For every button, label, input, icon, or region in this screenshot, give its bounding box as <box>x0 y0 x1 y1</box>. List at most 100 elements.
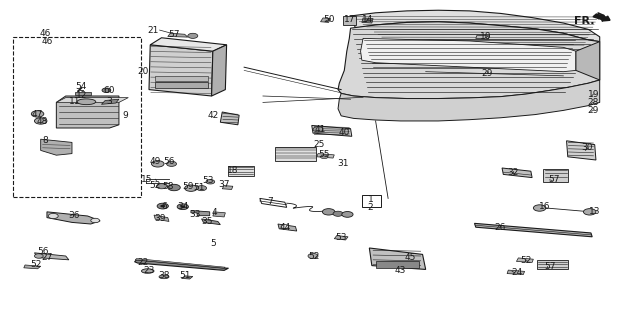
Text: 38: 38 <box>158 271 170 280</box>
Text: 45: 45 <box>404 253 416 262</box>
Text: 1: 1 <box>367 195 374 204</box>
Polygon shape <box>182 276 193 279</box>
Polygon shape <box>361 38 576 72</box>
Text: 58: 58 <box>162 182 173 191</box>
Text: 3: 3 <box>106 97 113 106</box>
Polygon shape <box>351 10 600 42</box>
Text: 54: 54 <box>76 82 87 91</box>
Text: 52: 52 <box>150 181 161 190</box>
Polygon shape <box>154 215 169 221</box>
Circle shape <box>151 161 164 167</box>
Polygon shape <box>502 168 532 178</box>
Polygon shape <box>475 223 592 237</box>
Text: 26: 26 <box>494 223 505 232</box>
Text: 49: 49 <box>150 157 161 166</box>
Polygon shape <box>321 18 331 22</box>
Text: 15: 15 <box>141 175 153 184</box>
Text: 16: 16 <box>539 202 550 211</box>
Text: 46: 46 <box>39 29 51 38</box>
Circle shape <box>188 33 198 38</box>
Text: 52: 52 <box>520 256 531 265</box>
Text: 6: 6 <box>161 202 167 211</box>
Text: 23: 23 <box>143 266 155 275</box>
Circle shape <box>34 118 47 124</box>
Text: 46: 46 <box>41 37 53 46</box>
Polygon shape <box>476 35 490 39</box>
Text: 12: 12 <box>76 92 87 100</box>
Text: 43: 43 <box>395 266 406 275</box>
Polygon shape <box>278 224 297 231</box>
Circle shape <box>533 205 546 211</box>
Bar <box>275 147 316 161</box>
Circle shape <box>156 184 167 189</box>
Text: 48: 48 <box>37 117 48 126</box>
Circle shape <box>34 254 43 258</box>
Bar <box>537 260 568 269</box>
Text: 29: 29 <box>588 106 599 115</box>
Text: 4: 4 <box>212 208 217 217</box>
Circle shape <box>167 161 177 166</box>
FancyArrow shape <box>593 14 610 21</box>
Text: 21: 21 <box>148 26 159 35</box>
Text: 40: 40 <box>339 128 350 137</box>
Text: 24: 24 <box>511 268 523 277</box>
Text: 52: 52 <box>31 260 42 269</box>
Polygon shape <box>56 98 128 102</box>
Circle shape <box>281 225 289 228</box>
Circle shape <box>168 184 180 191</box>
Polygon shape <box>222 186 233 189</box>
Text: 35: 35 <box>201 217 212 226</box>
Bar <box>75 92 91 95</box>
Polygon shape <box>202 219 220 225</box>
Polygon shape <box>220 112 239 125</box>
Polygon shape <box>312 125 352 136</box>
Circle shape <box>308 253 318 259</box>
Polygon shape <box>369 248 426 269</box>
Text: 51: 51 <box>179 271 190 280</box>
Text: 52: 52 <box>309 252 320 261</box>
Circle shape <box>31 111 44 117</box>
Polygon shape <box>168 33 188 37</box>
Text: 17: 17 <box>344 15 355 24</box>
Text: 32: 32 <box>508 168 519 177</box>
Text: 53: 53 <box>202 176 213 185</box>
Text: 18: 18 <box>227 166 239 175</box>
Circle shape <box>177 204 188 210</box>
Polygon shape <box>213 212 225 217</box>
Polygon shape <box>101 99 119 104</box>
Polygon shape <box>150 38 227 51</box>
Polygon shape <box>34 253 69 260</box>
Polygon shape <box>149 45 213 96</box>
Text: 53: 53 <box>336 233 347 242</box>
Text: 44: 44 <box>279 223 290 232</box>
Polygon shape <box>567 141 596 160</box>
Text: 14: 14 <box>362 15 374 24</box>
Text: 31: 31 <box>337 159 349 168</box>
Text: 22: 22 <box>137 258 148 267</box>
Text: 51: 51 <box>193 183 205 192</box>
Circle shape <box>91 218 100 223</box>
Text: 59: 59 <box>182 182 193 191</box>
Text: 25: 25 <box>314 140 325 149</box>
Bar <box>376 261 419 268</box>
Text: 7: 7 <box>267 197 274 206</box>
Text: 8: 8 <box>42 136 48 145</box>
Bar <box>543 169 568 182</box>
Circle shape <box>185 185 197 191</box>
Text: 19: 19 <box>588 90 599 99</box>
Polygon shape <box>317 154 334 158</box>
Text: 10: 10 <box>480 32 491 41</box>
Text: 57: 57 <box>544 262 555 271</box>
Text: 2: 2 <box>367 203 372 212</box>
Text: 34: 34 <box>177 202 188 211</box>
Text: 20: 20 <box>137 67 148 76</box>
Text: 55: 55 <box>318 150 329 159</box>
Text: 56: 56 <box>37 247 48 256</box>
Circle shape <box>206 180 215 184</box>
Text: 50: 50 <box>323 15 334 24</box>
Circle shape <box>333 211 343 216</box>
Bar <box>13 37 141 197</box>
Text: 39: 39 <box>155 214 166 223</box>
Bar <box>343 16 356 25</box>
Text: 5: 5 <box>210 239 216 248</box>
